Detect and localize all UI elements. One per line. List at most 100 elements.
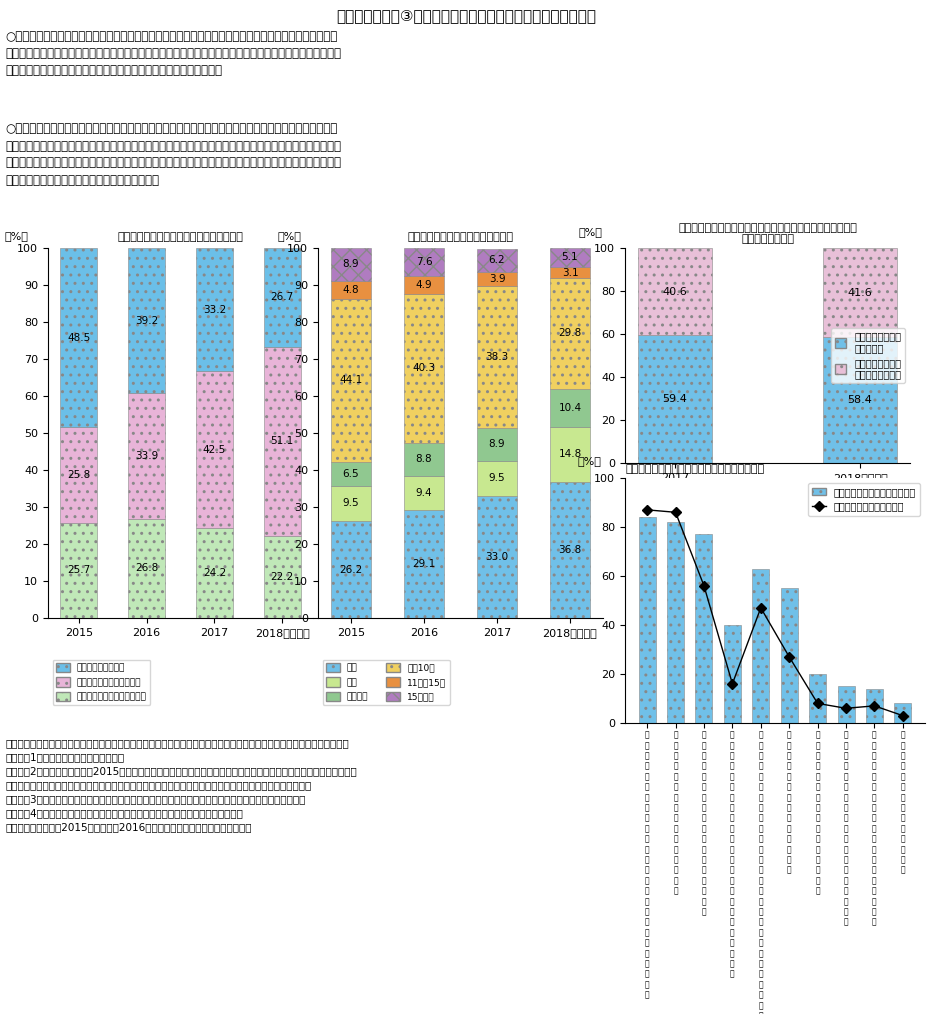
Bar — [809, 674, 826, 723]
Y-axis label: （%）: （%） — [578, 227, 603, 237]
Title: （３）１日間のインターンシップにおける就業体験等の有無
（参加回数累計）: （３）１日間のインターンシップにおける就業体験等の有無 （参加回数累計） — [678, 223, 856, 244]
Text: 51.1: 51.1 — [271, 436, 294, 446]
Bar — [128, 393, 165, 519]
Text: 8.9: 8.9 — [342, 260, 359, 270]
１日間のインターンシップ — [812, 698, 823, 710]
Bar — [695, 534, 713, 723]
Text: 9.5: 9.5 — [342, 499, 359, 508]
Bar — [196, 248, 233, 371]
Bar — [667, 522, 684, 723]
Y-axis label: （%）: （%） — [277, 230, 301, 240]
Text: 5.1: 5.1 — [562, 252, 578, 263]
Text: 3.1: 3.1 — [562, 268, 578, 278]
Bar — [331, 486, 371, 521]
Text: 42.5: 42.5 — [202, 445, 226, 455]
Bar — [638, 517, 656, 723]
Bar — [477, 272, 517, 286]
Bar — [331, 461, 371, 486]
Bar — [477, 248, 517, 272]
Text: 22.2: 22.2 — [271, 572, 294, 582]
Text: 33.0: 33.0 — [485, 552, 508, 562]
Bar — [60, 248, 97, 428]
Text: 33.9: 33.9 — [135, 451, 159, 461]
Text: 4.9: 4.9 — [416, 280, 432, 290]
Text: 48.5: 48.5 — [67, 333, 91, 343]
Text: コラム１－２－③図　インターンシップの参加状況等について: コラム１－２－③図 インターンシップの参加状況等について — [337, 8, 596, 23]
Y-axis label: （%）: （%） — [5, 230, 28, 240]
Text: 24.2: 24.2 — [202, 568, 226, 578]
Text: 59.4: 59.4 — [662, 394, 688, 405]
Text: 29.1: 29.1 — [412, 559, 436, 569]
Text: 14.8: 14.8 — [558, 449, 581, 459]
Text: ○　インターンシップの参加経験の有無をみると、インターンシップに複数回参加したことがある者が経
　　年的に増加している中、参加したインターンシップの日数が最長で: ○ インターンシップの参加経験の有無をみると、インターンシップに複数回参加したこ… — [5, 30, 341, 77]
Text: 41.6: 41.6 — [848, 288, 872, 298]
Bar — [404, 443, 444, 476]
Bar — [550, 248, 590, 267]
Bar — [60, 428, 97, 523]
Bar — [196, 528, 233, 618]
Bar — [264, 248, 301, 347]
Text: 40.6: 40.6 — [662, 287, 688, 297]
Text: 58.4: 58.4 — [847, 395, 872, 406]
Bar — [866, 689, 883, 723]
Text: 39.2: 39.2 — [135, 316, 159, 325]
Bar — [724, 625, 741, 723]
Legend: 参加したことがない, 複数回参加したことがある, 参加したことがある（１回）: 参加したことがない, 複数回参加したことがある, 参加したことがある（１回） — [52, 659, 150, 705]
Text: 25.7: 25.7 — [67, 566, 91, 576]
Text: 38.3: 38.3 — [485, 352, 508, 362]
１日間のインターンシップ — [699, 580, 710, 592]
Text: 3.9: 3.9 — [489, 274, 506, 284]
Bar — [550, 388, 590, 427]
Legend: ２日間以上のインターンシップ, １日間のインターンシップ: ２日間以上のインターンシップ, １日間のインターンシップ — [808, 483, 920, 515]
Title: （１）インターンシップの参加経験の有無: （１）インターンシップの参加経験の有無 — [118, 231, 244, 241]
Text: 10.4: 10.4 — [559, 403, 581, 413]
Text: 9.4: 9.4 — [416, 488, 432, 498]
Text: ○　就業体験等を伴わない１日間のインターンシップは、１日間のインターンシップ全体の４割以上を占
　　めており、また、インターンシップに参加して感じた効果について: ○ 就業体験等を伴わない１日間のインターンシップは、１日間のインターンシップ全体… — [5, 123, 341, 187]
Bar — [477, 460, 517, 496]
Bar — [331, 521, 371, 618]
１日間のインターンシップ — [727, 677, 738, 690]
Text: （４）インターンシップの効果についての認識: （４）インターンシップの効果についての認識 — [625, 464, 764, 475]
Bar — [404, 510, 444, 618]
Text: 29.8: 29.8 — [558, 329, 581, 339]
Text: 7.6: 7.6 — [416, 257, 432, 267]
１日間のインターンシップ — [642, 504, 653, 516]
Bar — [550, 482, 590, 618]
Bar — [752, 569, 770, 723]
Bar — [264, 535, 301, 618]
Bar — [823, 338, 897, 463]
１日間のインターンシップ — [869, 700, 880, 712]
Bar — [638, 336, 712, 463]
Text: 26.7: 26.7 — [271, 292, 294, 302]
Bar — [196, 371, 233, 528]
Bar — [895, 704, 912, 723]
Bar — [331, 281, 371, 299]
Text: 資料出所　内閣府「学生の就職・採用活動開始時期等に関する調査」をもとに厚生労働省政策統括官付政策統括室にて作成
（注）　1）大学４年生を対象とした値。
　　　　: 資料出所 内閣府「学生の就職・採用活動開始時期等に関する調査」をもとに厚生労働省… — [5, 738, 356, 832]
Bar — [128, 519, 165, 618]
Text: 26.2: 26.2 — [340, 565, 363, 575]
Bar — [404, 276, 444, 294]
Bar — [404, 476, 444, 510]
Bar — [331, 248, 371, 281]
Bar — [264, 347, 301, 535]
Text: 8.9: 8.9 — [489, 439, 506, 449]
１日間のインターンシップ — [841, 703, 852, 715]
Text: 36.8: 36.8 — [558, 545, 581, 555]
１日間のインターンシップ — [755, 601, 766, 613]
Bar — [60, 523, 97, 618]
Text: 8.8: 8.8 — [416, 454, 432, 464]
１日間のインターンシップ — [784, 651, 795, 663]
Legend: 就業体験等を伴う
ものだった, 就業体験等を伴う
ものではなかった: 就業体験等を伴う ものだった, 就業体験等を伴う ものではなかった — [831, 328, 905, 383]
Bar — [823, 248, 897, 338]
Bar — [128, 248, 165, 393]
Text: 9.5: 9.5 — [489, 474, 506, 484]
Text: 33.2: 33.2 — [202, 305, 226, 314]
Bar — [638, 248, 712, 336]
Bar — [477, 286, 517, 428]
Text: 25.8: 25.8 — [67, 470, 91, 481]
Bar — [781, 588, 798, 723]
Bar — [404, 247, 444, 276]
Text: 26.8: 26.8 — [135, 564, 159, 574]
Y-axis label: （%）: （%） — [578, 455, 601, 465]
Bar — [477, 496, 517, 618]
